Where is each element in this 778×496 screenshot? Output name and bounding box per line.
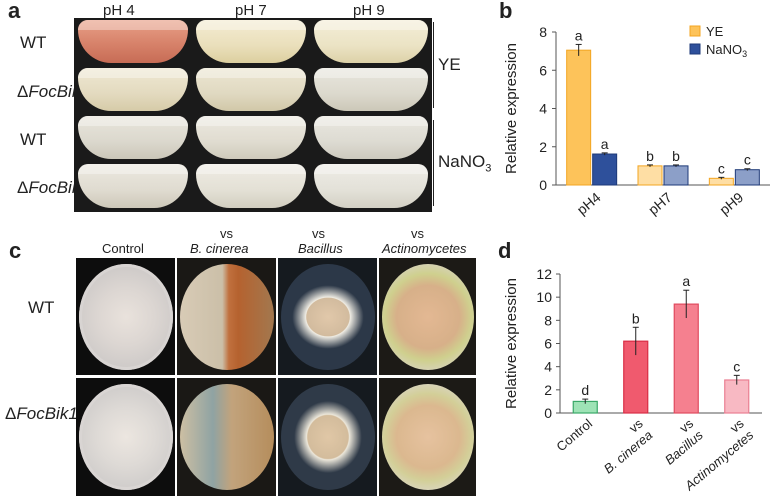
row-label-wt-ye: WT	[20, 33, 47, 52]
flask-ko-nano3-ph9	[314, 164, 428, 208]
row-label-wt-plates: WT	[28, 298, 55, 317]
row-label-ko-plates: ΔFocBik1	[5, 404, 78, 423]
legend-label: YE	[706, 24, 724, 39]
y-axis-label: Relative expression	[503, 43, 520, 174]
flask-wt-nano3-ph4	[78, 116, 188, 159]
plate-ko-bacillus	[281, 384, 375, 490]
medium-label-nano3: NaNO3	[438, 152, 492, 175]
medium-label-ye: YE	[438, 55, 461, 74]
flask-wt-ye-ph7	[196, 20, 306, 63]
bracket-ye	[433, 22, 434, 108]
col-prefix-actinomycetes: vs	[411, 226, 424, 241]
plate-cell-ko-control	[76, 378, 175, 496]
bar-YE-pH7	[637, 165, 663, 186]
flask-photo-grid	[74, 18, 432, 212]
significance-letter: d	[581, 382, 589, 398]
plate-ko-actinomycetes	[382, 384, 474, 490]
flask-ko-nano3-ph4	[78, 164, 188, 208]
significance-letter: c	[744, 152, 751, 168]
significance-letter: b	[672, 148, 680, 164]
bar-NaNO3-pH7	[663, 165, 689, 186]
col-title-bacillus: Bacillus	[298, 241, 343, 256]
y-tick-label: 0	[539, 177, 547, 193]
col-label-ph4: pH 4	[103, 2, 135, 19]
x-tick-label: vsBacillus	[652, 415, 706, 467]
panel-d-letter: d	[498, 238, 512, 263]
significance-letter: c	[733, 358, 740, 374]
x-tick-label: pH7	[645, 189, 675, 218]
flask-ko-ye-ph7	[196, 68, 306, 111]
y-tick-label: 4	[539, 101, 547, 117]
plate-cell-ko-bcinerea	[177, 378, 276, 496]
flask-ko-ye-ph9	[314, 68, 428, 111]
plate-wt-control	[79, 264, 173, 370]
legend-label: NaNO3	[706, 42, 747, 59]
plate-ko-control	[79, 384, 173, 490]
plate-cell-wt-actinomycetes	[379, 258, 476, 375]
col-prefix-bcinerea: vs	[220, 226, 233, 241]
plate-cell-wt-bacillus	[278, 258, 377, 375]
significance-letter: a	[682, 273, 690, 289]
flask-wt-nano3-ph9	[314, 116, 428, 159]
plate-cell-ko-actinomycetes	[379, 378, 476, 496]
bracket-nano3	[433, 120, 434, 206]
plate-wt-bcinerea	[180, 264, 274, 370]
chart-b: 0 2 4 6 8 Relative expression a a pH4 b b pH7 c c pH9 Y…	[503, 24, 770, 218]
x-tick-label: vsB. cinerea	[591, 415, 656, 476]
col-title-actinomycetes: Actinomycetes	[382, 241, 467, 256]
panel-b-letter: b	[499, 0, 513, 23]
flask-wt-ye-ph4	[78, 20, 188, 63]
col-label-ph9: pH 9	[353, 2, 385, 19]
x-tick-label: pH9	[716, 189, 746, 218]
plate-photo-grid	[76, 258, 476, 496]
flask-ko-nano3-ph7	[196, 164, 306, 208]
x-tick-label: pH4	[574, 189, 604, 218]
row-label-wt-nano3: WT	[20, 130, 47, 149]
chart-d: 0 2 4 6 8 10 12 Relative expression d Control b vsB…	[503, 266, 762, 494]
col-title-control: Control	[102, 241, 144, 256]
bar-NaNO3-pH4	[592, 153, 618, 186]
plate-cell-wt-control	[76, 258, 175, 375]
significance-letter: b	[632, 310, 640, 326]
bar-bacillus	[673, 303, 699, 414]
bar-YE-pH9	[708, 177, 734, 186]
y-tick-label: 0	[544, 405, 552, 421]
y-tick-label: 6	[544, 336, 552, 352]
plate-wt-bacillus	[281, 264, 375, 370]
flask-wt-ye-ph9	[314, 20, 428, 63]
plate-wt-actinomycetes	[382, 264, 474, 370]
significance-letter: b	[646, 148, 654, 164]
significance-letter: a	[575, 27, 583, 43]
x-tick-label: Control	[553, 416, 595, 455]
flask-ko-ye-ph4	[78, 68, 188, 111]
y-tick-label: 12	[536, 266, 552, 282]
bar-NaNO3-pH9	[734, 169, 760, 186]
col-prefix-bacillus: vs	[312, 226, 325, 241]
y-tick-label: 6	[539, 62, 547, 78]
col-label-ph7: pH 7	[235, 2, 267, 19]
plate-cell-wt-bcinerea	[177, 258, 276, 375]
y-tick-label: 2	[544, 382, 552, 398]
y-tick-label: 8	[539, 24, 547, 40]
y-tick-label: 2	[539, 139, 547, 155]
plate-ko-bcinerea	[180, 384, 274, 490]
flask-wt-nano3-ph7	[196, 116, 306, 159]
panel-c-letter: c	[9, 238, 22, 263]
plate-cell-ko-bacillus	[278, 378, 377, 496]
bar-YE-pH4	[566, 49, 592, 186]
y-tick-label: 10	[536, 289, 552, 305]
bar-actinomycetes	[724, 379, 750, 414]
y-tick-label: 4	[544, 359, 552, 375]
significance-letter: c	[718, 160, 725, 176]
col-title-bcinerea: B. cinerea	[190, 241, 249, 256]
significance-letter: a	[601, 136, 609, 152]
y-axis-label: Relative expression	[503, 278, 520, 409]
legend-swatch	[689, 43, 701, 55]
legend-swatch	[689, 25, 701, 37]
y-tick-label: 8	[544, 312, 552, 328]
panel-a-letter: a	[8, 0, 21, 23]
